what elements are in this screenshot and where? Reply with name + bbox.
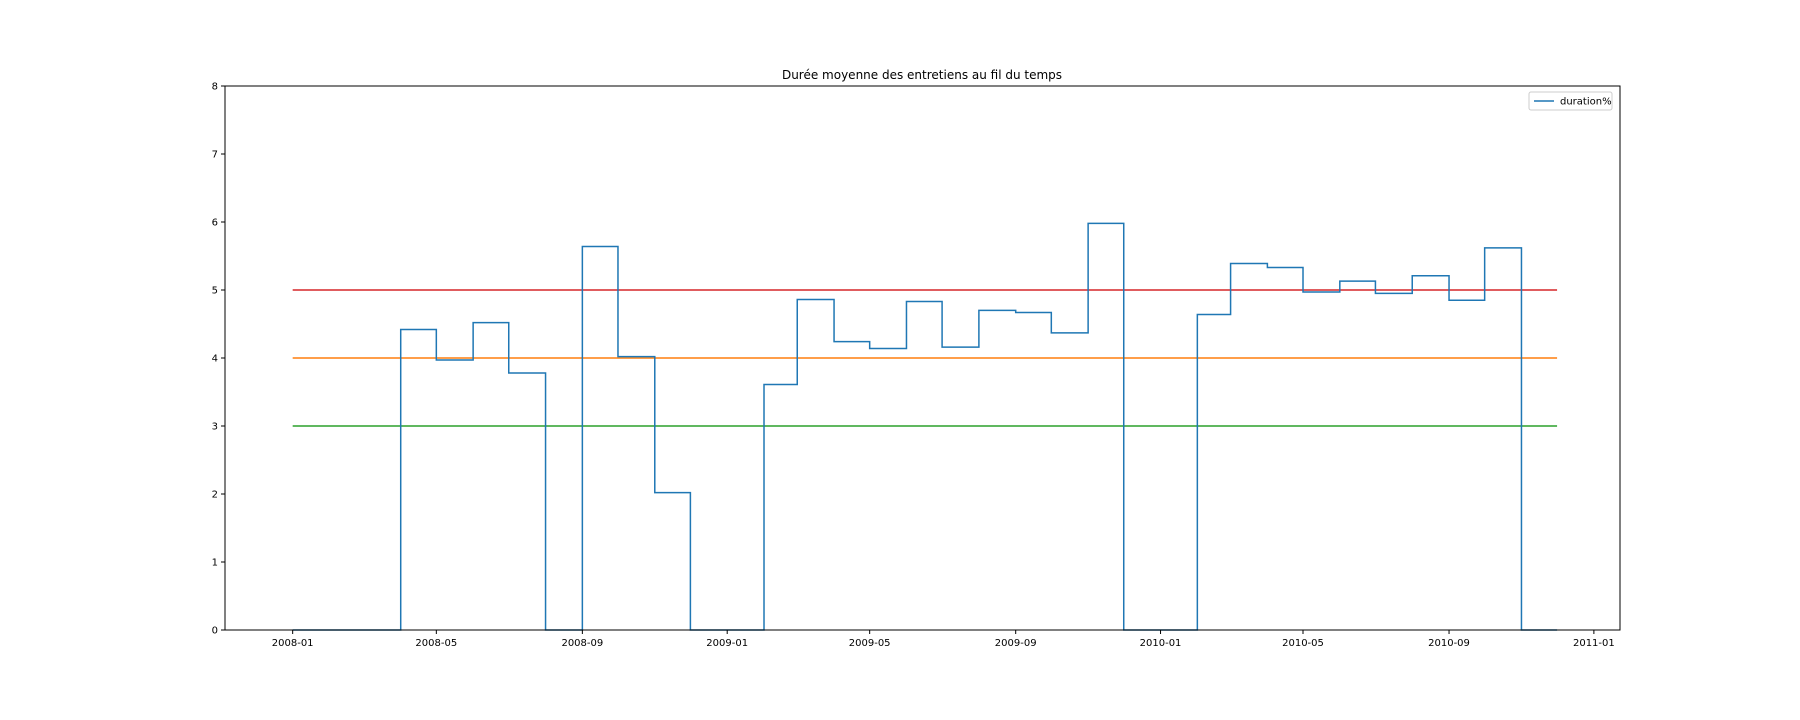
x-tick-label-2009-05: 2009-05 bbox=[849, 638, 891, 649]
x-tick-label-2010-09: 2010-09 bbox=[1428, 638, 1470, 649]
y-tick-label-7: 7 bbox=[212, 150, 218, 161]
y-tick-label-1: 1 bbox=[212, 558, 218, 569]
x-tick-label-2011-01: 2011-01 bbox=[1573, 638, 1615, 649]
x-tick-label-2010-05: 2010-05 bbox=[1282, 638, 1324, 649]
x-tick-label-2010-01: 2010-01 bbox=[1140, 638, 1182, 649]
y-tick-label-8: 8 bbox=[212, 82, 218, 93]
y-tick-label-5: 5 bbox=[212, 286, 218, 297]
x-tick-label-2009-09: 2009-09 bbox=[995, 638, 1037, 649]
x-axis: 2008-01 2008-05 2008-09 2009-01 2009-05 2009-… bbox=[272, 630, 1615, 649]
reference-lines bbox=[292, 289, 1558, 427]
series-group bbox=[292, 222, 1558, 631]
chart-title: Durée moyenne des entretiens au fil du t… bbox=[782, 68, 1062, 82]
series-line-duration- bbox=[292, 222, 1558, 631]
x-tick-label-2009-01: 2009-01 bbox=[706, 638, 748, 649]
legend: duration% bbox=[1528, 91, 1613, 111]
y-tick-label-3: 3 bbox=[212, 422, 218, 433]
legend-label-duration: duration% bbox=[1560, 97, 1612, 108]
legend-box bbox=[1528, 91, 1613, 111]
y-tick-label-0: 0 bbox=[212, 626, 218, 637]
x-tick-label-2008-05: 2008-05 bbox=[415, 638, 457, 649]
x-tick-label-2008-09: 2008-09 bbox=[561, 638, 603, 649]
y-tick-label-4: 4 bbox=[212, 354, 218, 365]
y-tick-label-2: 2 bbox=[212, 490, 218, 501]
y-tick-label-6: 6 bbox=[212, 218, 218, 229]
y-axis: 0 1 2 3 4 5 6 7 8 bbox=[212, 82, 225, 637]
x-tick-label-2008-01: 2008-01 bbox=[272, 638, 314, 649]
